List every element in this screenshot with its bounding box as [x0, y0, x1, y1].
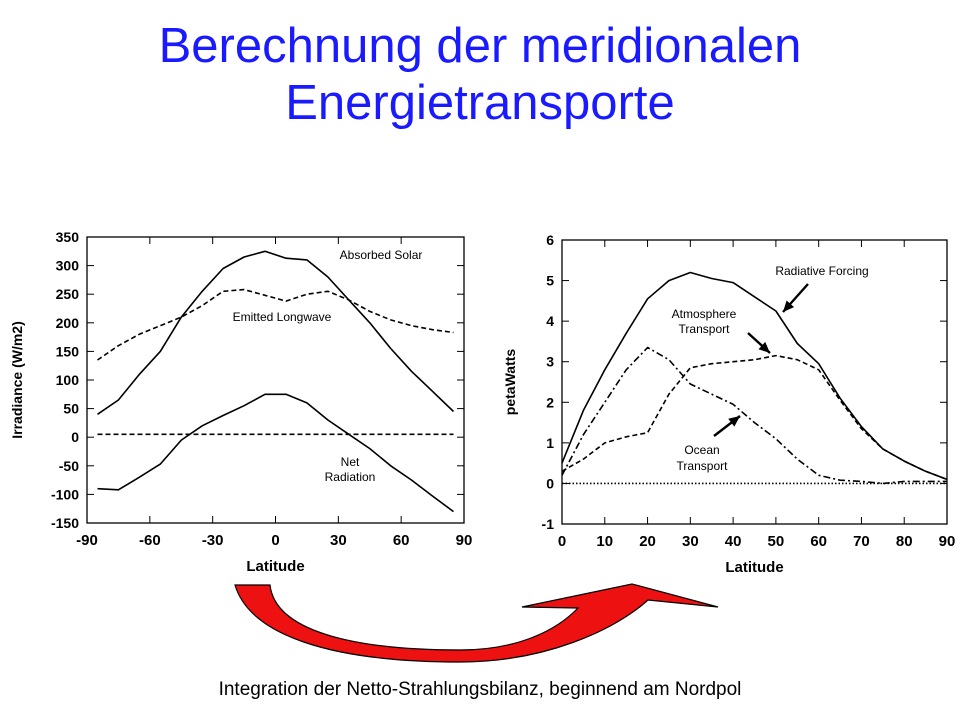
y-tick-label: 50 [63, 401, 79, 417]
x-tick-label: 0 [271, 532, 279, 549]
x-tick-label: 30 [682, 533, 699, 550]
annotation-label: Net Radiation [325, 455, 376, 484]
annotation-arrow-head [783, 300, 795, 312]
y-tick-label: 150 [56, 343, 80, 359]
x-tick-label: 50 [768, 533, 785, 550]
x-tick-label: 90 [456, 532, 473, 549]
y-tick-label: -1 [542, 516, 555, 532]
transfer-arrow [234, 583, 719, 663]
y-tick-label: 100 [56, 372, 80, 388]
chart-irradiance: -90 -60 -30 0 30 60 90 350 300 250 200 150 100 50 0 -50… [9, 229, 472, 575]
y-tick-label: 1 [546, 435, 554, 451]
annotation-label: Ocean [684, 443, 719, 457]
y-tick-label: 350 [56, 229, 80, 245]
annotation-label-line: Net [341, 455, 360, 469]
y-tick-label: -100 [51, 486, 79, 502]
annotation-label: Atmosphere [672, 307, 737, 321]
y-tick-label: -150 [51, 515, 79, 531]
x-tick-label: 80 [896, 533, 913, 550]
annotation-label: Transport [679, 322, 731, 336]
annotation-arrow-head [728, 416, 740, 427]
x-tick-label: 30 [330, 532, 347, 549]
x-tick-label: -30 [202, 532, 224, 549]
annotation-label: Transport [677, 459, 729, 473]
annotation-label: Radiative Forcing [775, 264, 868, 278]
series-line-atmosphere-transport [561, 354, 948, 481]
series-line-net-radiation [97, 393, 454, 513]
y-axis-label: Irradiance (W/m2) [9, 321, 25, 438]
y-tick-label: 2 [546, 394, 554, 410]
series-line-ocean-transport [561, 346, 947, 485]
y-tick-label: 0 [71, 429, 79, 445]
chart-energy-transport: 0 10 20 30 40 50 60 70 80 906543210-1Latitudepeta… [502, 232, 955, 576]
x-tick-label: -90 [76, 532, 98, 549]
y-tick-label: 4 [546, 313, 554, 329]
y-tick-label: 5 [546, 273, 554, 289]
x-tick-label: 60 [810, 533, 827, 550]
x-tick-label: 40 [725, 533, 742, 550]
y-tick-label: 200 [56, 315, 80, 331]
plot-frame [561, 239, 948, 525]
annotation-arrow-head [758, 341, 770, 353]
x-tick-label: 70 [853, 533, 870, 550]
x-tick-label: 60 [393, 532, 410, 549]
x-tick-label: -60 [139, 532, 161, 549]
y-axis-label: petaWatts [502, 349, 518, 416]
slide-title: Berechnung der meridionalen Energietrans… [0, 18, 960, 132]
x-tick-label: 20 [639, 533, 656, 550]
x-tick-label: 0 [558, 533, 566, 550]
annotation-label: Absorbed Solar [340, 248, 423, 262]
x-tick-label: 90 [939, 533, 956, 550]
slide-caption: Integration der Netto-Strahlungsbilanz, … [218, 679, 742, 700]
series-line-emitted-longwave [97, 288, 454, 361]
curved-red-arrow [234, 583, 719, 663]
y-tick-label: 3 [546, 354, 554, 370]
y-tick-label: 0 [546, 475, 554, 491]
slide-title-line-1: Berechnung der meridionalen [158, 19, 802, 73]
x-axis-label: Latitude [725, 559, 783, 576]
y-tick-label: 250 [56, 286, 80, 302]
y-tick-label: 300 [56, 258, 80, 274]
x-tick-label: 10 [596, 533, 613, 550]
slide-title-line-2: Energietransporte [285, 76, 675, 130]
annotation-label-line: Radiation [325, 470, 376, 484]
y-tick-label: -50 [59, 458, 79, 474]
annotation-label: Emitted Longwave [233, 310, 332, 324]
series-line-radiative-forcing [561, 271, 948, 481]
y-tick-label: 6 [546, 232, 554, 248]
series-line-absorbed-solar [97, 250, 455, 415]
x-axis-label: Latitude [246, 558, 304, 575]
plot-frame [86, 236, 465, 524]
